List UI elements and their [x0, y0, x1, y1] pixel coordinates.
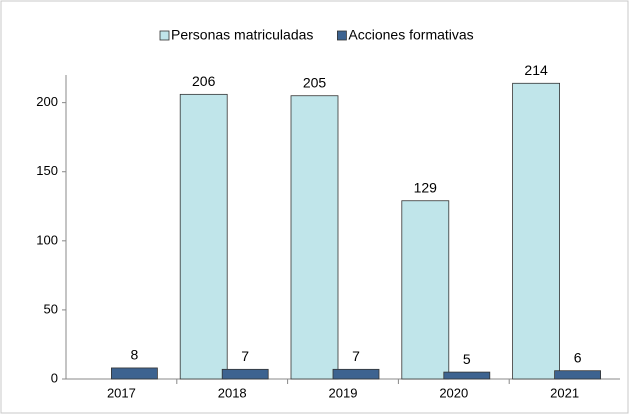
data-label: 205: [303, 74, 327, 90]
bar: [290, 95, 339, 380]
y-tick-label: 100: [36, 232, 58, 247]
data-label: 6: [574, 349, 582, 365]
y-tick-label: 50: [44, 301, 58, 316]
bar: [221, 368, 269, 380]
bar: [401, 200, 450, 380]
bar: [554, 370, 601, 380]
x-tick-label: 2018: [218, 385, 247, 400]
data-label: 206: [192, 73, 216, 89]
data-label: 129: [414, 179, 438, 195]
legend-swatch: [337, 30, 347, 41]
legend-label: Personas matriculadas: [171, 27, 313, 43]
bar: [332, 368, 380, 380]
y-tick-label: 200: [36, 94, 58, 109]
data-label: 8: [131, 347, 139, 363]
x-tick-label: 2017: [107, 385, 136, 400]
x-tick-label: 2020: [439, 385, 468, 400]
y-tick-label: 0: [51, 370, 58, 385]
legend-label: Acciones formativas: [348, 27, 473, 43]
data-label: 7: [352, 348, 360, 364]
x-tick-label: 2021: [550, 385, 579, 400]
data-label: 214: [524, 62, 548, 78]
legend-swatch: [159, 30, 170, 41]
data-label: 7: [241, 348, 249, 364]
bar: [111, 367, 158, 380]
data-label: 5: [463, 351, 471, 367]
x-tick-label: 2019: [329, 385, 358, 400]
bar: [443, 371, 491, 380]
y-tick-label: 150: [36, 163, 58, 178]
bar: [512, 82, 560, 380]
bar: [179, 93, 228, 380]
